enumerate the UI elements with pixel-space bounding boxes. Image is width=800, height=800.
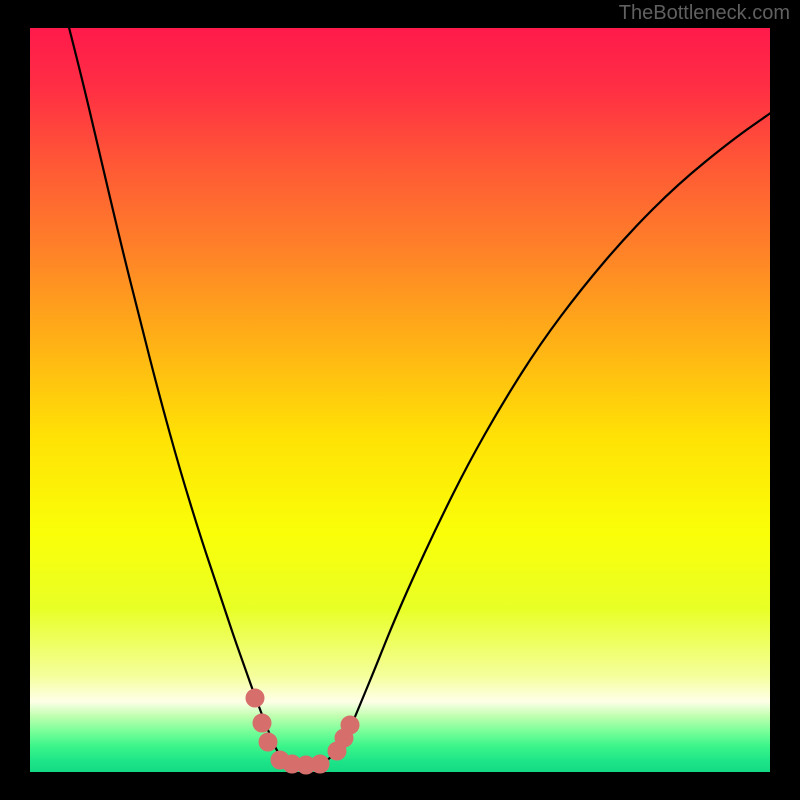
gradient-background xyxy=(30,28,770,772)
chart-frame: TheBottleneck.com xyxy=(0,0,800,800)
plot-area xyxy=(30,28,770,772)
watermark-text: TheBottleneck.com xyxy=(619,2,790,25)
